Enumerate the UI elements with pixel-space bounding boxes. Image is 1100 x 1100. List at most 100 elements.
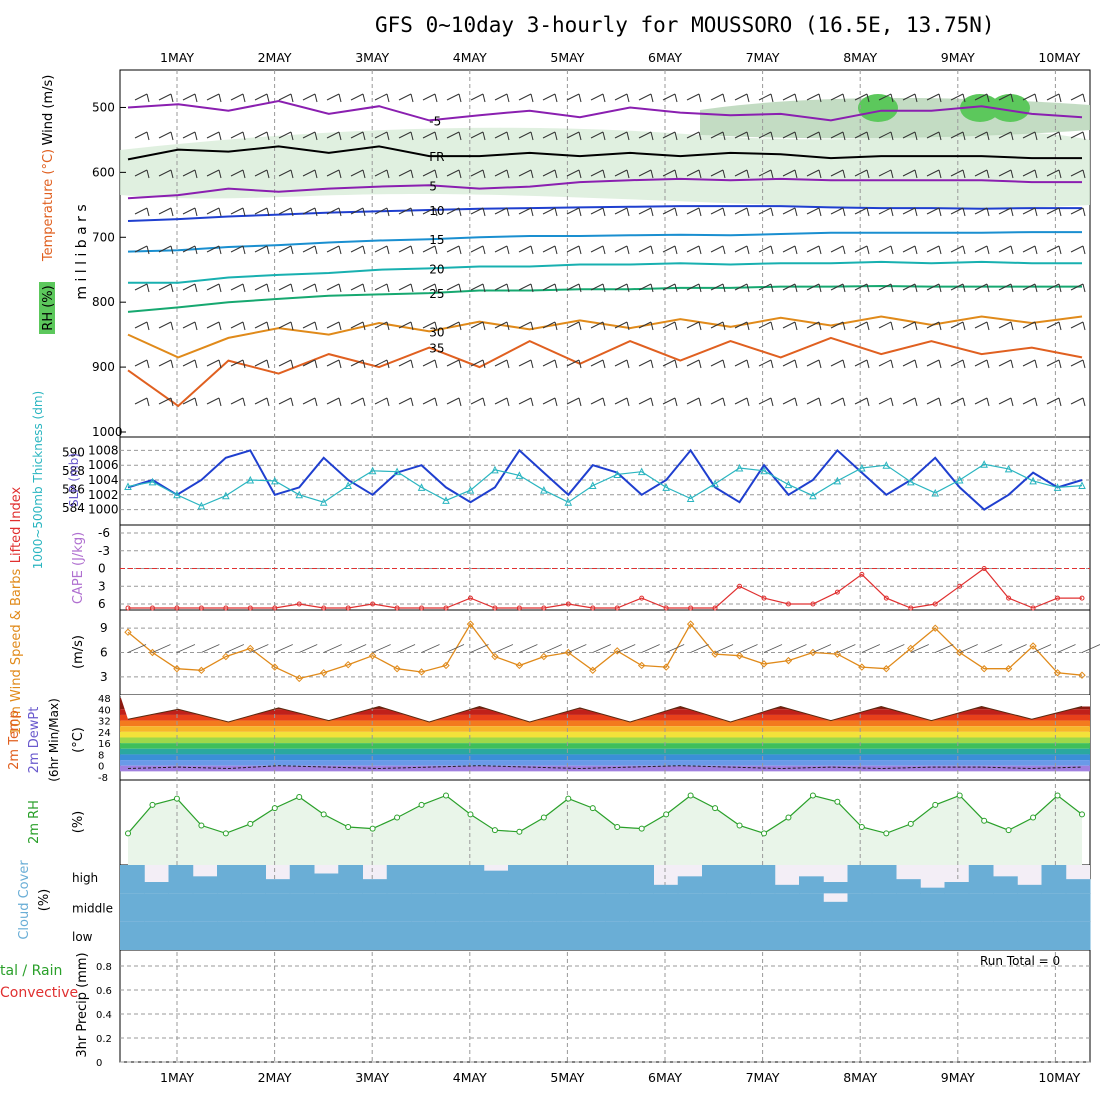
cloud-bar-middle: [774, 893, 800, 922]
wind-barb-shaft: [1046, 321, 1060, 329]
wind-barb-flag: [914, 207, 918, 217]
wind-barb: [1022, 245, 1038, 255]
wind-barb: [518, 131, 534, 141]
wind10-marker: [295, 674, 303, 683]
wind-barb-flag: [698, 283, 702, 293]
wind-barb-flag: [410, 245, 414, 255]
wind-barb-flag: [290, 397, 294, 407]
rh-high-blob: [990, 94, 1030, 122]
wind-barb: [134, 93, 150, 103]
wind-barb-shaft: [734, 93, 748, 101]
rh2m-marker: [198, 822, 205, 829]
lifted-index-marker: [565, 601, 571, 607]
wind-barb: [542, 245, 558, 255]
wind-barb: [590, 169, 606, 179]
wind-barb-shaft: [158, 321, 172, 329]
wind-barb-shaft: [734, 321, 748, 329]
wind-barb-shaft: [326, 131, 340, 139]
wind-barb-shaft: [1022, 207, 1036, 215]
lifted-index-marker: [688, 605, 694, 611]
wind-barb-flag: [338, 207, 342, 217]
wind-barb-flag: [674, 131, 678, 141]
thickness-marker: [1053, 483, 1062, 491]
wind-barb: [686, 321, 702, 331]
wind-barb-shaft: [254, 169, 268, 177]
cloud-bar-middle: [1065, 893, 1091, 922]
wind-barb-flag: [410, 283, 414, 293]
lifted-index-marker: [1079, 595, 1085, 601]
wind-barb-shaft: [182, 397, 196, 405]
rh2m-marker: [125, 830, 131, 837]
cloud-bar-high: [580, 865, 606, 894]
wind-barb: [182, 207, 198, 217]
cloud-bar-high: [1065, 879, 1091, 894]
wind-barb-shaft: [230, 245, 244, 253]
wind-barb: [374, 245, 390, 255]
wind-barb: [566, 321, 582, 331]
cloud-bar-low: [532, 921, 557, 950]
cloud-bar-middle: [944, 893, 970, 922]
thickness-marker: [588, 481, 597, 490]
wind-barb: [734, 283, 750, 293]
wind-barb-flag: [1034, 131, 1038, 141]
wind-barb: [446, 207, 462, 217]
wind-tick-label: 9: [100, 621, 108, 635]
wind-barb-flag: [410, 93, 414, 103]
wind10-barb: [445, 644, 465, 653]
wind-barb-flag: [266, 245, 270, 255]
wind-barb-shaft: [974, 397, 988, 405]
wind10-barb: [299, 644, 318, 653]
cloud-bar-low: [726, 921, 751, 950]
cloud-bar-middle: [168, 893, 194, 922]
wind-barb: [518, 359, 534, 369]
wind-barb-shaft: [806, 397, 820, 405]
wind-barb: [782, 131, 798, 141]
wind-barb-shaft: [662, 245, 676, 253]
wind-barb-flag: [410, 321, 414, 331]
wind-barb: [134, 245, 150, 255]
wind-barb-flag: [1010, 359, 1014, 369]
wind-barb-shaft: [998, 207, 1012, 215]
wind10-barb: [421, 644, 440, 653]
wind-barb-shaft: [758, 207, 772, 215]
wind-barb-shaft: [734, 245, 748, 253]
pressure-tick-label: 1000: [92, 425, 123, 439]
wind-barb: [182, 397, 198, 407]
wind-barb: [950, 131, 966, 141]
cloud-bar-high: [556, 865, 582, 894]
wind-barb-flag: [554, 359, 558, 369]
precip-tick-label: 0: [96, 1058, 102, 1069]
wind-barb-shaft: [326, 283, 340, 291]
wind-barb-shaft: [374, 207, 388, 215]
cloud-bar-middle: [968, 893, 994, 922]
wind-barb: [1046, 397, 1062, 407]
wind-barb: [206, 207, 222, 217]
wind-barb-shaft: [470, 131, 484, 139]
wind-barb-shaft: [974, 131, 988, 139]
rh2m-marker: [345, 824, 352, 831]
cloud-bar-high: [702, 865, 727, 894]
wind-barb-flag: [434, 283, 438, 293]
wind-barb-flag: [890, 93, 894, 103]
wind-barb-shaft: [878, 397, 892, 405]
wind-barb-flag: [746, 207, 750, 217]
cloud-bar-middle: [580, 893, 606, 922]
wind-barb-flag: [986, 321, 990, 331]
wind-barb: [398, 321, 414, 331]
temp-tick-label: -8: [98, 773, 108, 784]
lifted-index-marker: [125, 605, 131, 611]
wind-barb-shaft: [806, 321, 820, 329]
wind10-barb: [641, 644, 660, 653]
wind-barb: [950, 359, 966, 369]
wind-barb-shaft: [1046, 131, 1060, 139]
wind-barb-flag: [170, 245, 174, 255]
wind-barb-shaft: [1046, 93, 1060, 101]
wind-barb-flag: [170, 131, 174, 141]
wind-barb-flag: [554, 131, 558, 141]
wind-barb-shaft: [998, 359, 1012, 367]
wind-barb: [734, 131, 750, 141]
wind-barb: [1070, 397, 1086, 407]
wind-barb-shaft: [638, 207, 652, 215]
wind-barb-shaft: [806, 245, 820, 253]
wind-barb-shaft: [950, 283, 964, 291]
